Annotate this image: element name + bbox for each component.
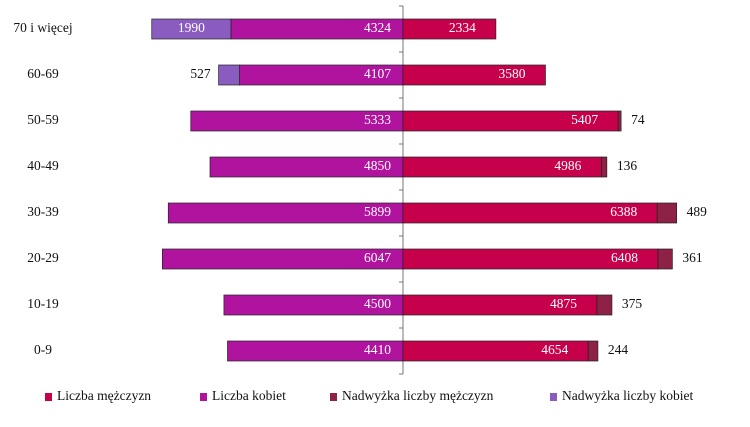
value-label: 4986 xyxy=(554,158,581,173)
category-label: 10-19 xyxy=(27,296,59,311)
value-label: 5333 xyxy=(364,112,391,127)
value-label: 74 xyxy=(631,112,645,127)
category-label: 40-49 xyxy=(27,158,59,173)
legend-label: Nadwyżka liczby kobiet xyxy=(562,388,693,403)
bar xyxy=(587,340,599,362)
bar xyxy=(657,248,673,270)
value-label: 4850 xyxy=(364,158,391,173)
value-label: 361 xyxy=(682,250,702,265)
legend-swatch xyxy=(550,393,557,401)
value-label: 6388 xyxy=(610,204,637,219)
value-label: 375 xyxy=(622,296,643,311)
value-label: 4500 xyxy=(364,296,391,311)
value-label: 4324 xyxy=(364,20,391,35)
category-label: 30-39 xyxy=(27,204,59,219)
value-label: 4107 xyxy=(364,66,391,81)
category-label: 20-29 xyxy=(27,250,59,265)
value-label: 6408 xyxy=(611,250,638,265)
value-label: 6047 xyxy=(364,250,391,265)
value-label: 4875 xyxy=(550,296,577,311)
category-label: 70 i więcej xyxy=(13,20,72,35)
value-label: 3580 xyxy=(498,66,525,81)
bar xyxy=(402,64,546,86)
bar xyxy=(596,294,613,316)
value-label: 489 xyxy=(687,204,708,219)
category-label: 60-69 xyxy=(27,66,59,81)
value-label: 527 xyxy=(190,66,211,81)
legend-label: Liczba kobiet xyxy=(212,388,286,403)
value-label: 5407 xyxy=(571,112,598,127)
bar xyxy=(218,64,240,86)
legend-swatch xyxy=(45,393,52,401)
legend-label: Nadwyżka liczby mężczyzn xyxy=(342,388,494,403)
value-label: 244 xyxy=(608,342,629,357)
value-label: 2334 xyxy=(449,20,476,35)
legend-label: Liczba mężczyzn xyxy=(57,388,151,403)
legend-swatch xyxy=(330,393,337,401)
bar xyxy=(617,110,622,132)
bar xyxy=(151,18,232,40)
category-label: 0-9 xyxy=(34,342,52,357)
bar xyxy=(656,202,678,224)
value-label: 4654 xyxy=(541,342,568,357)
value-label: 136 xyxy=(617,158,638,173)
legend-swatch xyxy=(200,393,207,401)
value-label: 4410 xyxy=(364,342,391,357)
bar xyxy=(402,18,497,40)
value-label: 5899 xyxy=(364,204,391,219)
category-label: 50-59 xyxy=(27,112,59,127)
value-label: 1990 xyxy=(178,20,205,35)
bar xyxy=(601,156,608,178)
